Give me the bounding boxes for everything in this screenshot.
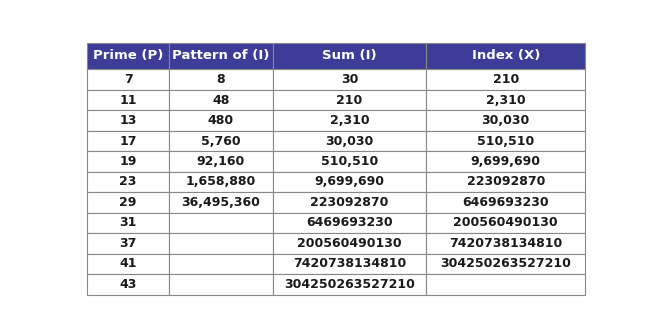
Text: 510,510: 510,510 [477,135,535,148]
Text: 30: 30 [340,73,358,86]
Bar [169,274,273,295]
Text: Index (X): Index (X) [472,49,540,62]
Bar [273,151,426,172]
Bar [87,151,169,172]
Bar [169,69,273,90]
Text: 29: 29 [119,196,137,209]
Bar [273,69,426,90]
Text: 9,699,690: 9,699,690 [314,175,384,188]
Bar [87,213,169,233]
Text: 37: 37 [119,237,137,250]
Text: 5,760: 5,760 [201,135,241,148]
Text: 1,658,880: 1,658,880 [186,175,256,188]
Text: 19: 19 [119,155,137,168]
Text: 7420738134810: 7420738134810 [449,237,562,250]
Bar [426,43,585,69]
Text: 480: 480 [208,114,234,127]
Bar [169,131,273,151]
Bar [87,131,169,151]
Bar [426,110,585,131]
Text: Prime (P): Prime (P) [93,49,163,62]
Bar [169,254,273,274]
Bar [426,90,585,110]
Bar [273,43,426,69]
Text: 200560490130: 200560490130 [453,216,558,229]
Bar [273,233,426,254]
Text: 92,160: 92,160 [197,155,245,168]
Bar [426,274,585,295]
Text: 8: 8 [216,73,225,86]
Text: 210: 210 [493,73,519,86]
Text: 13: 13 [119,114,137,127]
Text: 210: 210 [337,94,363,107]
Text: 510,510: 510,510 [321,155,378,168]
Text: 43: 43 [119,278,137,291]
Text: 11: 11 [119,94,137,107]
Bar [169,213,273,233]
Bar [273,110,426,131]
Bar [169,110,273,131]
Bar [426,131,585,151]
Bar [87,43,169,69]
Bar [273,254,426,274]
Bar [87,233,169,254]
Bar [273,131,426,151]
Text: 6469693230: 6469693230 [462,196,549,209]
Text: 23: 23 [119,175,137,188]
Bar [169,192,273,213]
Bar [426,151,585,172]
Bar [273,192,426,213]
Bar [169,233,273,254]
Bar [169,151,273,172]
Text: 223092870: 223092870 [466,175,545,188]
Text: 304250263527210: 304250263527210 [440,258,571,271]
Bar [273,172,426,192]
Text: 7420738134810: 7420738134810 [293,258,406,271]
Bar [273,90,426,110]
Bar [273,213,426,233]
Bar [169,172,273,192]
Bar [169,90,273,110]
Bar [426,172,585,192]
Bar [87,254,169,274]
Text: 7: 7 [124,73,133,86]
Bar [169,43,273,69]
Text: 30,030: 30,030 [325,135,373,148]
Text: 2,310: 2,310 [329,114,369,127]
Bar [273,274,426,295]
Bar [87,172,169,192]
Text: 41: 41 [119,258,137,271]
Text: Pattern of (I): Pattern of (I) [173,49,270,62]
Text: 30,030: 30,030 [482,114,530,127]
Text: 17: 17 [119,135,137,148]
Text: 223092870: 223092870 [310,196,388,209]
Text: Sum (I): Sum (I) [322,49,377,62]
Text: 48: 48 [213,94,230,107]
Bar [426,254,585,274]
Text: 31: 31 [119,216,137,229]
Text: 9,699,690: 9,699,690 [471,155,541,168]
Bar [426,192,585,213]
Text: 304250263527210: 304250263527210 [284,278,415,291]
Bar [87,274,169,295]
Bar [426,69,585,90]
Bar [426,213,585,233]
Text: 2,310: 2,310 [486,94,525,107]
Bar [87,192,169,213]
Bar [87,69,169,90]
Text: 200560490130: 200560490130 [297,237,401,250]
Text: 36,495,360: 36,495,360 [182,196,260,209]
Text: 6469693230: 6469693230 [306,216,393,229]
Bar [426,233,585,254]
Bar [87,110,169,131]
Bar [87,90,169,110]
